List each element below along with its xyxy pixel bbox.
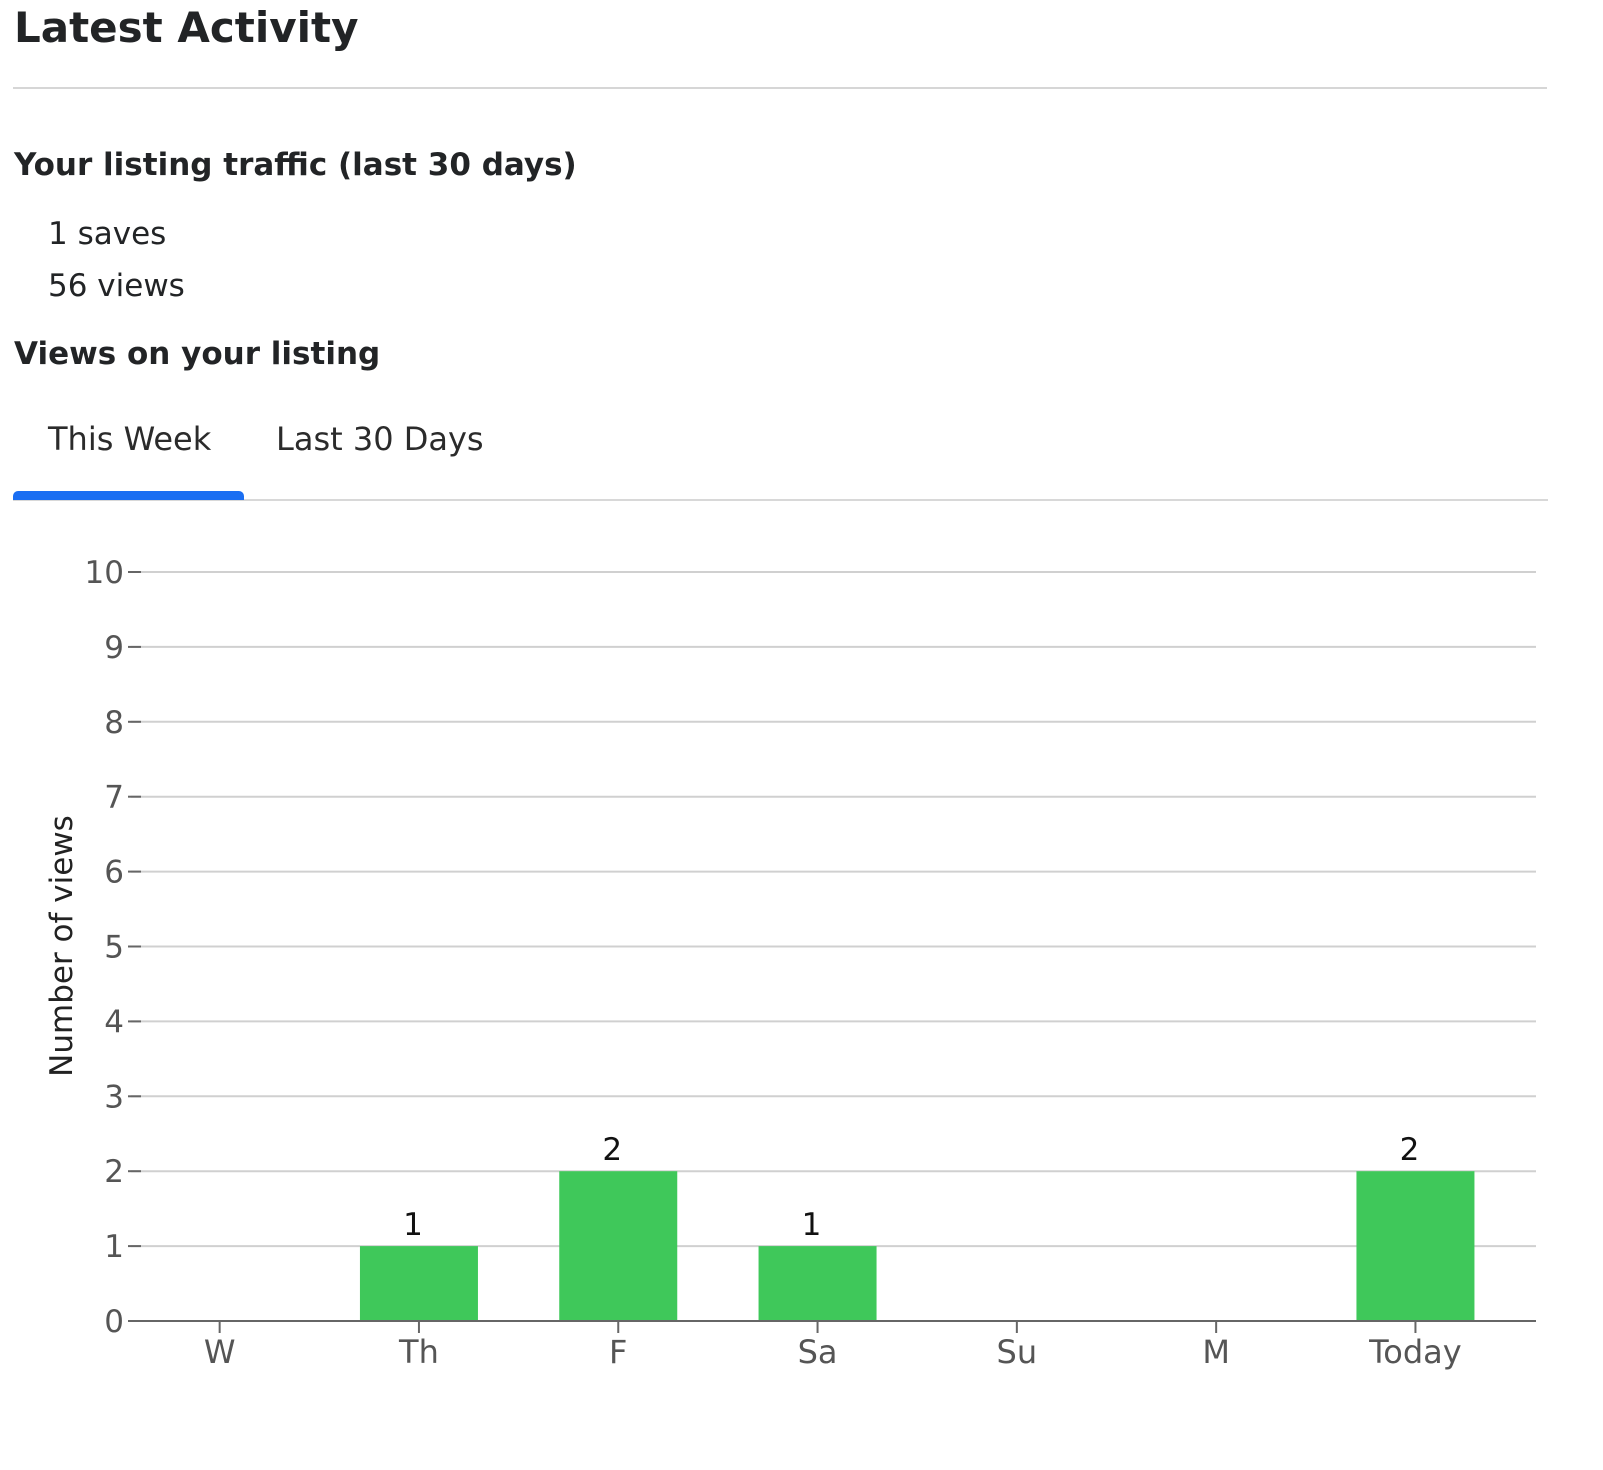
x-tick-label: Su: [997, 1333, 1038, 1371]
x-tick-label: W: [204, 1333, 236, 1371]
y-tick-label: 10: [85, 555, 124, 591]
x-tick-label: Th: [398, 1333, 439, 1371]
active-tab-indicator: [13, 491, 244, 500]
y-axis-title: Number of views: [44, 815, 80, 1077]
bar-f: [559, 1171, 678, 1321]
tabs-baseline: [13, 499, 1548, 501]
title-divider: [13, 87, 1547, 89]
bar-data-label: 1: [802, 1207, 822, 1243]
y-tick-label: 6: [104, 855, 124, 891]
x-tick-label: Sa: [798, 1333, 838, 1371]
tab-last-30-days[interactable]: Last 30 Days: [276, 420, 484, 458]
bar-data-label: 2: [602, 1132, 622, 1168]
bar-sa: [758, 1246, 877, 1321]
saves-count: 1 saves: [48, 216, 167, 252]
bar-data-label: 2: [1400, 1132, 1420, 1168]
y-tick-label: 4: [104, 1004, 124, 1040]
bar-th: [359, 1246, 478, 1321]
y-tick-label: 0: [104, 1304, 124, 1340]
bar-today: [1356, 1171, 1475, 1321]
y-tick-label: 1: [104, 1229, 124, 1265]
x-tick-label: Today: [1368, 1333, 1462, 1371]
page-title: Latest Activity: [14, 3, 359, 52]
bar-data-label: 1: [403, 1207, 423, 1243]
y-tick-label: 3: [104, 1079, 124, 1115]
tab-this-week[interactable]: This Week: [48, 420, 212, 458]
y-tick-label: 2: [104, 1154, 124, 1190]
views-heading: Views on your listing: [14, 336, 381, 372]
views-count: 56 views: [48, 268, 185, 304]
y-tick-label: 8: [104, 705, 124, 741]
x-tick-label: F: [609, 1333, 627, 1371]
x-tick-label: M: [1202, 1333, 1230, 1371]
y-tick-label: 9: [104, 630, 124, 666]
traffic-heading: Your listing traffic (last 30 days): [14, 147, 577, 183]
y-tick-label: 5: [104, 930, 124, 966]
y-tick-label: 7: [104, 780, 124, 816]
